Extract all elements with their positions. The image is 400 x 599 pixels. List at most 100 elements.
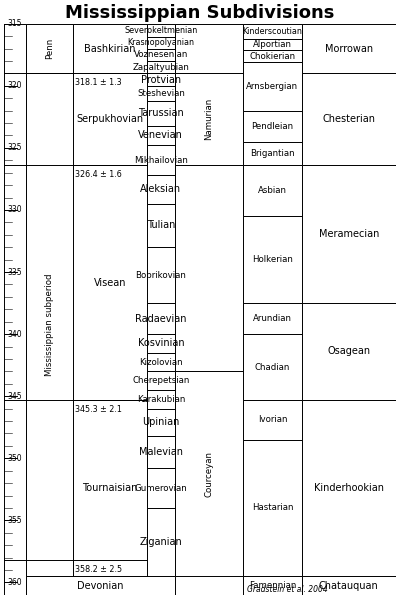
Bar — [26, 74, 73, 576]
Bar — [174, 74, 243, 165]
Bar — [147, 37, 174, 49]
Text: Visean: Visean — [94, 277, 126, 288]
Text: 360: 360 — [7, 578, 22, 587]
Text: Tarussian: Tarussian — [138, 108, 184, 118]
Text: Tulian: Tulian — [147, 220, 175, 231]
Text: Gumerovian: Gumerovian — [134, 483, 187, 492]
Text: Zapaltyubian: Zapaltyubian — [132, 63, 189, 72]
Text: Serpukhovian: Serpukhovian — [76, 114, 144, 125]
Bar — [302, 576, 396, 595]
Text: Cherepetsian: Cherepetsian — [132, 376, 190, 385]
Bar — [26, 24, 73, 74]
Title: Mississippian Subdivisions: Mississippian Subdivisions — [65, 4, 335, 22]
Text: 335: 335 — [7, 268, 22, 277]
Bar — [174, 165, 243, 371]
Text: 318.1 ± 1.3: 318.1 ± 1.3 — [75, 78, 121, 87]
Text: 358.2 ± 2.5: 358.2 ± 2.5 — [75, 565, 122, 574]
Text: Brigantian: Brigantian — [250, 149, 295, 158]
Text: Voznesenian: Voznesenian — [134, 50, 188, 59]
Bar — [147, 74, 174, 86]
Text: Famennian: Famennian — [249, 581, 296, 590]
Bar — [147, 49, 174, 61]
Text: 325: 325 — [7, 143, 22, 152]
Text: 350: 350 — [7, 454, 22, 463]
Text: 320: 320 — [7, 81, 22, 90]
Bar — [243, 165, 302, 216]
Text: Holkerian: Holkerian — [252, 255, 293, 264]
Bar — [302, 165, 396, 303]
Bar — [147, 371, 174, 390]
Bar — [4, 24, 26, 595]
Bar — [243, 111, 302, 142]
Bar — [147, 247, 174, 303]
Text: Steshevian: Steshevian — [137, 89, 185, 98]
Bar — [243, 440, 302, 576]
Text: 315: 315 — [7, 19, 22, 28]
Text: Severokeltmenian: Severokeltmenian — [124, 26, 198, 35]
Text: Penn: Penn — [45, 38, 54, 59]
Text: Alportian: Alportian — [253, 40, 292, 49]
Text: Devonian: Devonian — [77, 580, 123, 591]
Text: 345: 345 — [7, 392, 22, 401]
Text: Bobrikovian: Bobrikovian — [135, 271, 186, 280]
Bar — [302, 74, 396, 165]
Text: Upinian: Upinian — [142, 418, 180, 427]
Bar — [243, 62, 302, 111]
Text: Osagean: Osagean — [327, 346, 370, 356]
Bar — [243, 400, 302, 440]
Bar — [147, 146, 174, 175]
Bar — [26, 576, 174, 595]
Bar — [243, 303, 302, 334]
Bar — [73, 165, 147, 400]
Text: Venevian: Venevian — [138, 131, 183, 140]
Bar — [147, 436, 174, 468]
Text: Protvian: Protvian — [141, 75, 181, 84]
Bar — [243, 38, 302, 50]
Text: Ziganian: Ziganian — [140, 537, 182, 547]
Bar — [147, 508, 174, 576]
Bar — [302, 400, 396, 576]
Bar — [147, 353, 174, 371]
Bar — [243, 50, 302, 62]
Text: Kinderhookian: Kinderhookian — [314, 483, 384, 493]
Text: Krasnopolyanian: Krasnopolyanian — [127, 38, 194, 47]
Text: Pendleian: Pendleian — [251, 122, 294, 131]
Bar — [147, 303, 174, 334]
Text: Arnsbergian: Arnsbergian — [246, 82, 298, 91]
Bar — [147, 175, 174, 204]
Text: Gradstein et al. 2004: Gradstein et al. 2004 — [247, 585, 328, 594]
Text: Kinderscoutian: Kinderscoutian — [242, 27, 302, 36]
Text: Courceyan: Courceyan — [204, 451, 213, 497]
Text: 355: 355 — [7, 516, 22, 525]
Bar — [147, 334, 174, 353]
Text: Hastarian: Hastarian — [252, 503, 293, 512]
Bar — [174, 24, 243, 74]
Bar — [147, 86, 174, 101]
Bar — [302, 24, 396, 74]
Bar — [302, 303, 396, 400]
Bar — [147, 126, 174, 146]
Bar — [243, 24, 302, 38]
Text: 326.4 ± 1.6: 326.4 ± 1.6 — [75, 170, 122, 179]
Bar — [147, 101, 174, 126]
Bar — [73, 74, 147, 165]
Bar — [147, 409, 174, 436]
Bar — [243, 216, 302, 303]
Text: Ivorian: Ivorian — [258, 415, 287, 424]
Text: Chesterian: Chesterian — [322, 114, 375, 125]
Text: Chadian: Chadian — [255, 362, 290, 371]
Text: Aleksian: Aleksian — [140, 184, 181, 195]
Text: 340: 340 — [7, 329, 22, 338]
Bar — [243, 334, 302, 400]
Text: Meramecian: Meramecian — [319, 229, 379, 239]
Bar — [147, 61, 174, 74]
Text: Asbian: Asbian — [258, 186, 287, 195]
Bar — [147, 468, 174, 508]
Bar — [243, 142, 302, 165]
Text: Kosvinian: Kosvinian — [138, 338, 184, 349]
Text: Malevian: Malevian — [139, 447, 183, 457]
Text: Chokierian: Chokierian — [249, 52, 296, 60]
Text: Morrowan: Morrowan — [325, 44, 373, 53]
Text: Karakubian: Karakubian — [137, 395, 185, 404]
Bar — [243, 576, 302, 595]
